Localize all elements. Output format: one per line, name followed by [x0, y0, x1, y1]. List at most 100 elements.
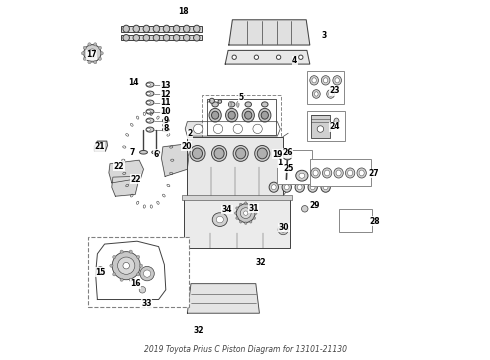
- Ellipse shape: [323, 78, 328, 83]
- Ellipse shape: [193, 148, 202, 159]
- Ellipse shape: [94, 43, 97, 46]
- Bar: [311, 115, 330, 138]
- Ellipse shape: [269, 182, 278, 192]
- Bar: [187, 137, 283, 196]
- Ellipse shape: [296, 170, 308, 181]
- Ellipse shape: [312, 78, 316, 83]
- Ellipse shape: [110, 264, 113, 267]
- Ellipse shape: [163, 109, 169, 114]
- Bar: [310, 159, 371, 186]
- Ellipse shape: [218, 100, 221, 103]
- Text: 4: 4: [292, 56, 297, 65]
- Ellipse shape: [228, 111, 235, 119]
- Ellipse shape: [233, 124, 243, 134]
- Ellipse shape: [242, 108, 254, 122]
- Ellipse shape: [240, 203, 242, 206]
- Ellipse shape: [153, 35, 160, 41]
- Text: 32: 32: [194, 326, 204, 335]
- Ellipse shape: [245, 102, 251, 107]
- Ellipse shape: [120, 278, 123, 281]
- Text: 15: 15: [95, 268, 105, 276]
- Ellipse shape: [315, 92, 318, 96]
- Ellipse shape: [83, 46, 86, 49]
- Ellipse shape: [146, 91, 154, 96]
- Text: 30: 30: [279, 223, 289, 232]
- Ellipse shape: [140, 266, 154, 281]
- Ellipse shape: [216, 216, 223, 223]
- Text: 12: 12: [161, 90, 171, 99]
- Polygon shape: [162, 144, 189, 176]
- Polygon shape: [112, 176, 138, 196]
- Ellipse shape: [213, 124, 222, 134]
- Bar: [121, 26, 202, 32]
- Ellipse shape: [183, 25, 190, 32]
- Ellipse shape: [214, 148, 224, 159]
- Ellipse shape: [190, 145, 205, 161]
- Ellipse shape: [123, 262, 129, 269]
- Ellipse shape: [335, 78, 339, 83]
- Ellipse shape: [317, 126, 324, 132]
- Ellipse shape: [212, 111, 219, 119]
- Ellipse shape: [283, 153, 292, 160]
- Ellipse shape: [236, 217, 238, 220]
- Text: 22: 22: [114, 162, 124, 171]
- Text: 21: 21: [94, 143, 104, 152]
- Text: 9: 9: [163, 116, 169, 125]
- Text: 3: 3: [321, 31, 327, 40]
- Ellipse shape: [244, 211, 248, 215]
- Ellipse shape: [112, 252, 140, 280]
- Text: 19: 19: [272, 150, 283, 158]
- Ellipse shape: [81, 52, 85, 55]
- Ellipse shape: [147, 110, 150, 113]
- Ellipse shape: [253, 124, 262, 134]
- Text: 6: 6: [153, 150, 158, 158]
- Ellipse shape: [297, 185, 302, 190]
- Ellipse shape: [240, 221, 242, 223]
- Ellipse shape: [183, 35, 190, 41]
- Ellipse shape: [329, 92, 333, 96]
- Text: 17: 17: [86, 50, 97, 59]
- Ellipse shape: [327, 90, 335, 98]
- Text: 18: 18: [178, 7, 189, 16]
- Text: 10: 10: [161, 107, 171, 116]
- Text: 29: 29: [310, 201, 320, 210]
- Ellipse shape: [123, 35, 129, 41]
- Text: 24: 24: [330, 122, 340, 131]
- Bar: [184, 196, 290, 248]
- Ellipse shape: [139, 287, 146, 293]
- Ellipse shape: [301, 206, 308, 212]
- Ellipse shape: [152, 150, 160, 154]
- Ellipse shape: [234, 212, 237, 214]
- Bar: [202, 95, 281, 155]
- Text: 28: 28: [369, 216, 380, 225]
- Text: 11: 11: [161, 99, 171, 108]
- Ellipse shape: [299, 173, 305, 178]
- Ellipse shape: [249, 221, 252, 223]
- Ellipse shape: [123, 25, 129, 32]
- Ellipse shape: [310, 76, 318, 85]
- Text: 2019 Toyota Prius C Piston Diagram for 13101-21130: 2019 Toyota Prius C Piston Diagram for 1…: [144, 345, 346, 354]
- Ellipse shape: [173, 25, 180, 32]
- Ellipse shape: [212, 102, 219, 107]
- Ellipse shape: [276, 55, 281, 59]
- Ellipse shape: [313, 170, 318, 176]
- Text: 8: 8: [163, 124, 169, 133]
- Ellipse shape: [225, 108, 238, 122]
- Ellipse shape: [236, 148, 245, 159]
- Ellipse shape: [212, 213, 227, 226]
- Ellipse shape: [233, 145, 248, 161]
- Ellipse shape: [245, 222, 247, 225]
- Ellipse shape: [259, 108, 271, 122]
- Ellipse shape: [173, 35, 180, 41]
- Ellipse shape: [322, 168, 332, 178]
- Text: 20: 20: [181, 141, 192, 150]
- Bar: [121, 35, 202, 40]
- Ellipse shape: [98, 57, 101, 60]
- Ellipse shape: [147, 92, 150, 95]
- Ellipse shape: [147, 128, 150, 131]
- Polygon shape: [109, 160, 144, 183]
- Ellipse shape: [254, 55, 259, 59]
- Ellipse shape: [212, 145, 227, 161]
- Ellipse shape: [261, 111, 269, 119]
- Ellipse shape: [262, 102, 268, 107]
